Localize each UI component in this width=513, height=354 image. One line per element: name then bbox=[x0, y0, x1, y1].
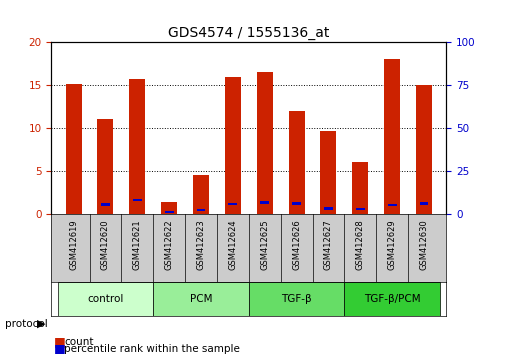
Text: GSM412621: GSM412621 bbox=[133, 219, 142, 270]
Bar bbox=[196, 209, 205, 211]
Bar bbox=[257, 72, 273, 213]
Bar bbox=[388, 204, 397, 206]
Text: GSM412629: GSM412629 bbox=[388, 219, 397, 270]
Text: control: control bbox=[87, 294, 124, 304]
Bar bbox=[228, 203, 237, 205]
Bar bbox=[344, 282, 440, 316]
Bar bbox=[129, 79, 145, 213]
Bar bbox=[416, 85, 432, 213]
Bar bbox=[420, 202, 428, 205]
Text: GSM412628: GSM412628 bbox=[356, 219, 365, 270]
Text: GSM412630: GSM412630 bbox=[420, 219, 428, 270]
Text: ▶: ▶ bbox=[37, 319, 46, 329]
Bar bbox=[153, 282, 249, 316]
Text: ■: ■ bbox=[54, 335, 66, 348]
Bar bbox=[261, 201, 269, 204]
Text: GSM412626: GSM412626 bbox=[292, 219, 301, 270]
Text: GSM412622: GSM412622 bbox=[165, 219, 174, 270]
Text: ■: ■ bbox=[54, 342, 66, 354]
Text: TGF-β: TGF-β bbox=[281, 294, 312, 304]
Bar bbox=[321, 131, 337, 213]
Bar bbox=[161, 202, 177, 213]
Title: GDS4574 / 1555136_at: GDS4574 / 1555136_at bbox=[168, 26, 329, 40]
Bar bbox=[249, 282, 344, 316]
Bar bbox=[97, 119, 113, 213]
Text: GSM412624: GSM412624 bbox=[228, 219, 238, 270]
Text: TGF-β/PCM: TGF-β/PCM bbox=[364, 294, 421, 304]
Text: GSM412625: GSM412625 bbox=[260, 219, 269, 270]
Text: PCM: PCM bbox=[190, 294, 212, 304]
Text: GSM412623: GSM412623 bbox=[196, 219, 206, 270]
Text: count: count bbox=[64, 337, 94, 347]
Text: percentile rank within the sample: percentile rank within the sample bbox=[64, 344, 240, 354]
Bar bbox=[352, 162, 368, 213]
Bar bbox=[193, 175, 209, 213]
Bar bbox=[292, 202, 301, 205]
Bar bbox=[324, 207, 333, 210]
Bar bbox=[289, 111, 305, 213]
Bar bbox=[66, 84, 82, 213]
Text: protocol: protocol bbox=[5, 319, 48, 329]
Bar bbox=[101, 203, 110, 206]
Text: GSM412627: GSM412627 bbox=[324, 219, 333, 270]
Bar bbox=[133, 199, 142, 201]
Bar bbox=[165, 211, 173, 213]
Text: GSM412620: GSM412620 bbox=[101, 219, 110, 270]
Bar bbox=[225, 77, 241, 213]
Text: GSM412619: GSM412619 bbox=[69, 219, 78, 270]
Bar bbox=[57, 282, 153, 316]
Bar bbox=[384, 59, 400, 213]
Bar bbox=[356, 207, 365, 210]
